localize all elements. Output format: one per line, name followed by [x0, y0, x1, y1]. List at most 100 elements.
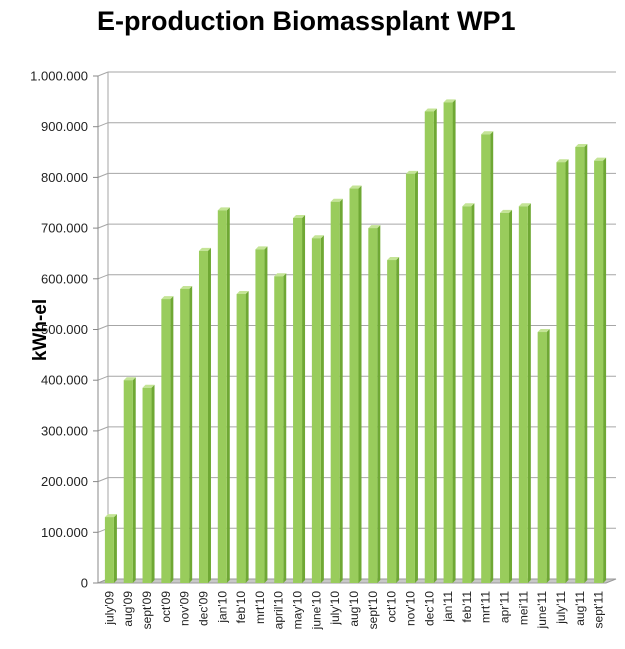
bar-side	[113, 514, 117, 583]
bar	[481, 131, 494, 583]
bar-side	[414, 170, 418, 583]
bar-side	[471, 203, 475, 583]
bar-front	[481, 134, 491, 583]
bar-front	[180, 288, 190, 583]
bar-front	[349, 188, 359, 583]
bar-top	[293, 214, 306, 218]
bar-top	[198, 247, 211, 251]
bar	[311, 235, 324, 584]
bar	[236, 291, 249, 583]
bar-front	[161, 299, 171, 583]
bar-top	[405, 170, 418, 174]
bar-side	[283, 273, 287, 583]
x-tick-label: july'10	[328, 591, 342, 626]
bar-side	[151, 384, 155, 583]
bar-front	[255, 249, 265, 584]
bar-top	[161, 296, 174, 300]
x-tick-label: sept'11	[592, 591, 606, 629]
x-tick-label: june'11	[535, 591, 549, 630]
y-tick-label: 1.000.000	[30, 69, 88, 84]
bar-front	[387, 260, 397, 583]
x-tick-label: oct'09	[159, 591, 173, 623]
bar-side	[377, 225, 381, 583]
bar-front	[368, 228, 378, 583]
bar-front	[142, 387, 152, 583]
y-tick-label: 200.000	[41, 474, 88, 489]
bar-top	[368, 225, 381, 229]
y-tick-label: 500.000	[41, 322, 88, 337]
x-tick-label: oct'10	[385, 591, 399, 623]
x-tick-label: dec'10	[422, 591, 436, 626]
bar-front	[443, 102, 453, 583]
gridline-depth	[97, 223, 109, 229]
bar-top	[481, 131, 494, 135]
x-tick-label: nov'09	[178, 591, 192, 626]
bar-side	[320, 235, 324, 584]
gridline-depth	[97, 426, 109, 432]
y-axis-title: kWh-el	[30, 299, 51, 361]
bar	[500, 209, 513, 583]
x-tick-label: jan'11	[441, 591, 455, 623]
x-tick-label: sept'10	[366, 591, 380, 630]
bar-side	[527, 203, 531, 583]
bar	[330, 198, 343, 583]
bar-side	[207, 247, 211, 584]
bar-top	[462, 203, 475, 207]
bar-top	[142, 384, 155, 388]
x-tick-label: apr'11	[498, 591, 512, 623]
bar-front	[424, 111, 434, 584]
bar-side	[245, 291, 249, 583]
bar	[217, 207, 230, 584]
bar	[104, 514, 117, 583]
bar-front	[518, 206, 528, 583]
bar	[575, 143, 588, 584]
y-tick-label: 100.000	[41, 525, 88, 540]
x-tick-label: aug'10	[347, 591, 361, 627]
bar-top	[556, 159, 569, 163]
x-tick-label: feb'11	[460, 591, 474, 623]
gridline-depth	[97, 172, 109, 178]
bar-side	[396, 257, 400, 583]
bar-side	[509, 209, 513, 583]
bar-top	[500, 209, 513, 213]
x-tick-label: mrt'10	[253, 591, 267, 624]
bar-side	[452, 99, 456, 583]
chart-title: E-production Biomassplant WP1	[97, 6, 516, 36]
y-tick-label: 700.000	[41, 221, 88, 236]
bar-side	[584, 143, 588, 584]
bar-top	[311, 235, 324, 239]
bar	[368, 225, 381, 583]
y-tick-label: 800.000	[41, 170, 88, 185]
gridline-depth	[97, 477, 109, 483]
x-tick-label: may'10	[291, 591, 305, 630]
bar-top	[274, 273, 287, 277]
bar-front	[236, 294, 246, 583]
bar-front	[274, 276, 284, 583]
bar-side	[358, 185, 362, 583]
x-tick-label: aug'11	[573, 591, 587, 626]
bar	[518, 203, 531, 583]
x-tick-label: mei'11	[516, 591, 530, 625]
bar	[443, 99, 456, 583]
x-tick-label: nov'10	[403, 591, 417, 626]
x-tick-label: jan'10	[215, 591, 229, 624]
y-tick-label: 900.000	[41, 119, 88, 134]
bar-top	[594, 157, 607, 161]
bar-side	[264, 246, 268, 584]
bar	[123, 377, 136, 583]
bar-front	[556, 162, 566, 583]
bar-top	[180, 285, 193, 289]
gridline-depth	[97, 71, 109, 77]
bar-front	[537, 332, 547, 583]
bar	[255, 246, 268, 584]
bar	[594, 157, 607, 583]
bar-top	[217, 207, 230, 211]
bar-front	[500, 212, 510, 583]
bar	[387, 257, 400, 583]
bar	[142, 384, 155, 583]
x-tick-label: mrt'11	[479, 591, 493, 623]
gridline-depth	[97, 122, 109, 128]
bar-top	[575, 143, 588, 147]
